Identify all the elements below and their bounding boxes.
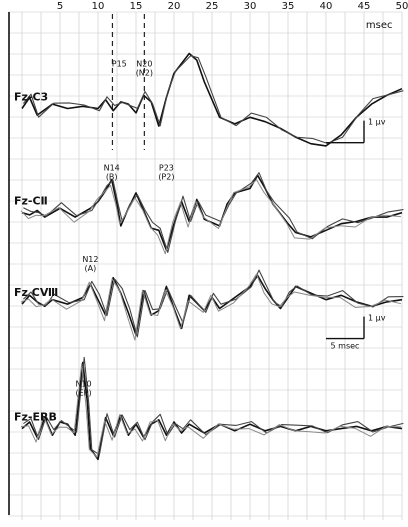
calibration-time-label: 5 msec — [331, 342, 360, 351]
dashed-latency-markers — [111, 14, 145, 150]
trace-group — [20, 269, 404, 341]
calibration-marker: 1 μv 5 msec — [326, 314, 386, 351]
calibration-amplitude-label: 1 μv — [368, 118, 386, 127]
trace-series-line — [23, 269, 404, 338]
peak-label-line: (EP) — [75, 389, 91, 398]
x-tick-label: 40 — [320, 1, 333, 12]
peak-label: N12(A) — [82, 255, 98, 273]
peak-label-line: N10 — [75, 380, 91, 389]
trace-group — [20, 356, 404, 461]
peak-label-line: (P2) — [158, 173, 174, 182]
chart-grid — [8, 11, 403, 520]
trace-label: Fz-C3 — [14, 91, 48, 104]
peak-label-line: P15 — [112, 60, 127, 69]
peak-label: N10(EP) — [75, 380, 91, 398]
trace-group — [21, 52, 404, 147]
traces-group — [20, 52, 404, 461]
peak-label-line: (A) — [85, 264, 97, 273]
peak-label-line: (N2) — [136, 69, 153, 78]
x-axis-unit-label: msec — [366, 20, 393, 31]
peak-label: P23(P2) — [158, 164, 174, 182]
calibration-markers: 1 μv 1 μv 5 msec — [326, 118, 386, 351]
x-tick-label: 25 — [206, 1, 219, 12]
peak-label-line: (B) — [106, 173, 118, 182]
peak-label-line: N14 — [104, 164, 120, 173]
peak-label: N14(B) — [104, 164, 120, 182]
x-axis-ticks: 5 10 15 20 25 30 35 40 45 50 — [57, 1, 408, 12]
trace-group — [20, 172, 404, 255]
x-tick-label: 35 — [282, 1, 295, 12]
peak-label: P15 — [112, 60, 127, 69]
trace-series-line — [23, 356, 404, 456]
trace-series-line — [21, 52, 403, 147]
peak-label-line: N12 — [82, 255, 98, 264]
trace-labels: Fz-C3 Fz-CⅡ Fz CⅧ Fz-ERB — [14, 91, 58, 424]
x-tick-label: 50 — [396, 1, 408, 12]
trace-label: Fz-ERB — [14, 411, 57, 424]
trace-label: Fz CⅧ — [14, 286, 58, 299]
trace-series-line — [22, 55, 404, 144]
calibration-amplitude-label: 1 μv — [368, 314, 386, 323]
x-tick-label: 10 — [92, 1, 105, 12]
trace-series-line — [23, 172, 404, 253]
peak-label-line: P23 — [159, 164, 174, 173]
trace-series-line — [20, 363, 401, 458]
x-tick-label: 30 — [244, 1, 257, 12]
peak-labels: N20(N2) P15 N14(B) P23(P2) N12(A) N10(EP) — [75, 60, 174, 398]
x-tick-label: 20 — [168, 1, 181, 12]
x-tick-label: 45 — [358, 1, 371, 12]
peak-label: N20(N2) — [136, 60, 153, 78]
calibration-marker: 1 μv — [326, 118, 386, 144]
x-tick-label: 15 — [130, 1, 143, 12]
x-tick-label: 5 — [57, 1, 63, 12]
peak-label-line: N20 — [136, 60, 152, 69]
trace-series-line — [20, 273, 402, 341]
trace-label: Fz-CⅡ — [14, 195, 48, 208]
trace-series-line — [20, 179, 401, 255]
